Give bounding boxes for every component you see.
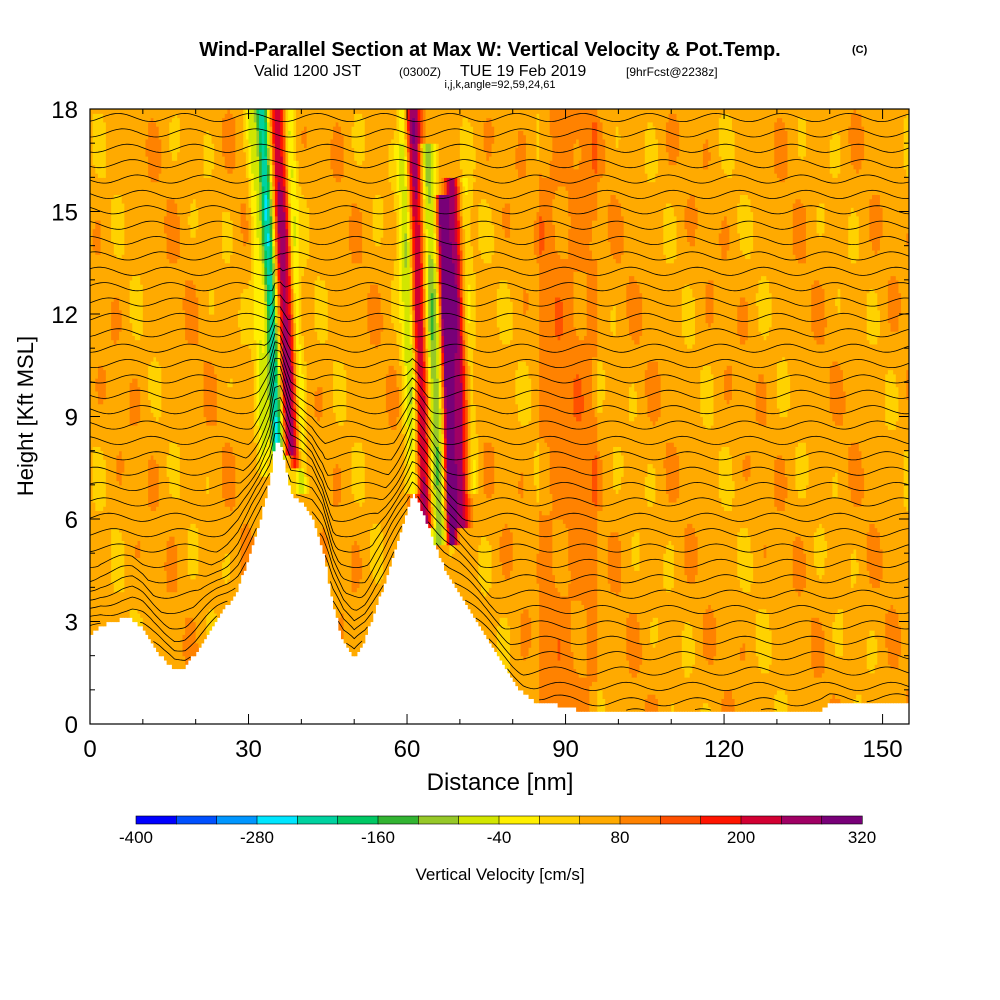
colorbar-segment (458, 815, 500, 825)
colorbar: -400 -280 -160 -40 80 200 320 (119, 815, 876, 847)
colorbar-segment (135, 815, 177, 825)
isentrope-line (90, 409, 909, 492)
isentrope-line (90, 365, 909, 430)
colorbar-segment (297, 815, 339, 825)
colorbar-segment (377, 815, 419, 825)
chart-subtitle-main: Valid 1200 JST (254, 63, 362, 80)
colorbar-segment (337, 815, 379, 825)
isentrope-line (90, 486, 909, 568)
isentrope-line (90, 385, 909, 461)
isentrope-line (90, 315, 909, 338)
colorbar-tick-label: -40 (487, 828, 512, 847)
isentrope-line (539, 693, 909, 707)
colorbar-tick-label: 80 (611, 828, 630, 847)
y-tick-label: 0 (65, 712, 78, 739)
colorbar-segment (619, 815, 661, 825)
colorbar-segment (498, 815, 540, 825)
isentrope-line (90, 421, 909, 507)
isentrope-line (90, 349, 909, 399)
colorbar-segment (740, 815, 782, 825)
colorbar-segment (700, 815, 742, 825)
chart-title: Wind-Parallel Section at Max W: Vertical… (199, 39, 780, 61)
isentrope-line (90, 450, 909, 538)
isentrope-line (90, 189, 909, 199)
isentrope-line (90, 143, 909, 153)
isentrope-line (90, 505, 909, 584)
isentrope-line (90, 266, 909, 276)
colorbar-tick-label: -160 (361, 828, 395, 847)
isentrope-line (90, 128, 909, 138)
isentrope-line (626, 708, 778, 711)
chart-subtitle-date: TUE 19 Feb 2019 (460, 63, 586, 80)
colorbar-segment (579, 815, 621, 825)
x-tick-label: 30 (235, 736, 262, 763)
isentrope-line (90, 294, 909, 307)
axes: 0 30 60 90 120 150 0 3 6 9 12 15 18 (51, 97, 909, 763)
y-tick-label: 12 (51, 302, 78, 329)
x-tick-label: 60 (394, 736, 421, 763)
isentrope-line (90, 333, 909, 369)
isentrope-line (90, 281, 909, 292)
isentrope-line (90, 473, 909, 553)
isentrope-line (90, 432, 909, 522)
colorbar-segment (660, 815, 702, 825)
isentrope-line (90, 324, 909, 353)
colorbar-segment (256, 815, 298, 825)
chart-title-mark: (C) (852, 44, 868, 56)
isentrope-line (90, 341, 909, 384)
colorbar-label: Vertical Velocity [cm/s] (415, 865, 584, 884)
isentrope-line (90, 525, 909, 599)
isentrope-line (90, 205, 909, 215)
isentrope-line (90, 396, 909, 476)
isentrope-line (153, 638, 909, 676)
isentrope-line (90, 174, 909, 184)
colorbar-segment (418, 815, 460, 825)
colorbar-tick-label: 200 (727, 828, 755, 847)
colorbar-tick-label: 320 (848, 828, 876, 847)
isentrope-line (90, 357, 909, 415)
y-tick-label: 15 (51, 200, 78, 227)
isentrope-line (507, 668, 909, 691)
isentrope-line (90, 220, 909, 230)
pot-temp-contours (90, 112, 909, 711)
isentrope-line (90, 251, 909, 261)
chart-subtitle-utc: (0300Z) (399, 65, 441, 79)
isentrope-line (90, 235, 909, 246)
isentrope-line (90, 551, 909, 615)
x-tick-label: 120 (704, 736, 744, 763)
plot-area (90, 109, 909, 712)
isentrope-line (90, 581, 909, 630)
isentrope-line (90, 373, 909, 445)
colorbar-segment (539, 815, 581, 825)
y-tick-label: 9 (65, 405, 78, 432)
isentrope-line (90, 306, 909, 322)
colorbar-tick-label: -280 (240, 828, 274, 847)
isentrope-line (90, 615, 909, 661)
isentrope-line (90, 112, 909, 123)
colorbar-segment (216, 815, 258, 825)
y-tick-label: 3 (65, 610, 78, 637)
colorbar-tick-label: -400 (119, 828, 153, 847)
y-axis-label: Height [Kft MSL] (13, 336, 38, 496)
x-tick-label: 0 (83, 736, 96, 763)
chart-subtitle-index: i,j,k,angle=92,59,24,61 (444, 79, 555, 91)
colorbar-segment (176, 815, 218, 825)
chart-subtitle-fcst: [9hrFcst@2238z] (626, 65, 718, 79)
isentrope-line (90, 159, 909, 169)
y-tick-label: 6 (65, 507, 78, 534)
isentrope-line (90, 599, 909, 645)
x-tick-label: 90 (552, 736, 579, 763)
x-axis-label: Distance [nm] (427, 769, 574, 796)
colorbar-segment (821, 815, 863, 825)
x-tick-label: 150 (863, 736, 903, 763)
colorbar-segment (781, 815, 823, 825)
y-tick-label: 18 (51, 97, 78, 124)
